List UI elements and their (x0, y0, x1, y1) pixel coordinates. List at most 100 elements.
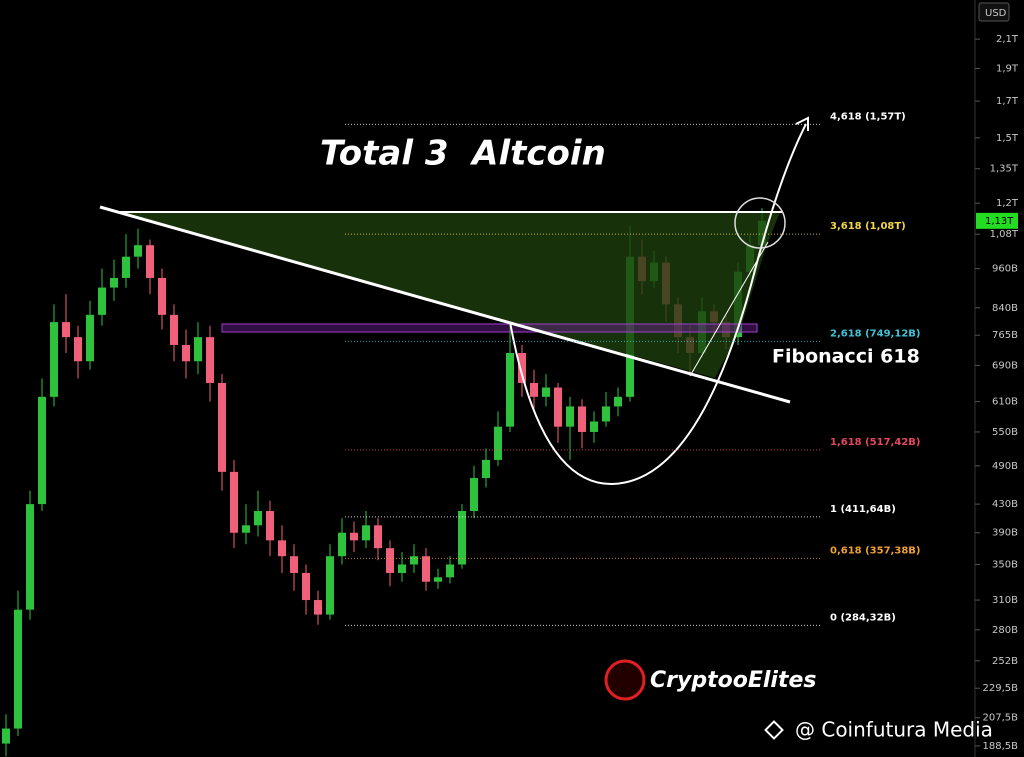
candle-body (290, 556, 298, 573)
y-tick-label: 1,9T (996, 63, 1019, 74)
watermark-icon (764, 720, 784, 740)
y-tick-label: 430B (992, 499, 1018, 510)
candle-body (230, 471, 238, 533)
candle-body (530, 382, 538, 397)
candle-body (122, 256, 130, 278)
candle-body (578, 406, 586, 432)
candle-body (278, 540, 286, 557)
support-line (689, 241, 769, 377)
candle-body (50, 322, 58, 397)
y-tick-label: 1,08T (990, 229, 1019, 240)
highlight-circle (734, 197, 786, 249)
y-tick-label: 610B (992, 397, 1018, 408)
candle-body (98, 287, 106, 315)
arrow-head (795, 116, 809, 131)
candle-body (266, 511, 274, 541)
logo-icon (604, 659, 646, 701)
candle-body (218, 382, 226, 472)
candle-body (242, 525, 250, 533)
candle-body (458, 511, 466, 565)
y-tick-label: 390B (992, 528, 1018, 539)
y-tick-label: 2,1T (996, 34, 1019, 45)
candle-body (62, 322, 70, 338)
candle-body (470, 478, 478, 512)
candle-body (398, 564, 406, 573)
fib-label: 3,618 (1,08T) (830, 221, 906, 232)
y-tick-label: 252B (992, 656, 1018, 667)
candle-body (14, 609, 22, 729)
logo-text: CryptooElites (650, 668, 816, 693)
candle-body (554, 387, 562, 427)
y-tick-label: 207,5B (983, 713, 1019, 724)
y-tick-label: 550B (992, 427, 1018, 438)
y-tick-label: 1,5T (996, 133, 1019, 144)
candle-body (410, 556, 418, 565)
candle-body (542, 387, 550, 397)
candle-body (386, 548, 394, 573)
candle-body (350, 532, 358, 541)
candles (2, 208, 766, 757)
fib-label: 0 (284,32B) (830, 612, 896, 623)
triangle-zone (120, 212, 780, 378)
trend-line (99, 205, 791, 404)
candle-body (314, 600, 322, 615)
candle-body (518, 352, 526, 383)
last-price-tag (976, 212, 1018, 229)
candle-body (86, 314, 94, 362)
candle-body (566, 406, 574, 427)
y-tick-label: 1,2T (996, 198, 1019, 209)
candle-body (38, 396, 46, 505)
candle-body (206, 337, 214, 383)
candle-body (602, 406, 610, 422)
candle-body (434, 577, 442, 582)
chart-title: Total 3 Altcoin (320, 134, 606, 174)
candle-body (74, 337, 82, 362)
candle-body (158, 277, 166, 315)
currency-label: USD (985, 8, 1007, 19)
candle-body (26, 504, 34, 610)
candle-body (2, 728, 10, 744)
y-tick-label: 490B (992, 461, 1018, 472)
candle-body (110, 277, 118, 288)
candle-body (506, 352, 514, 427)
candle-body (374, 525, 382, 549)
candle-body (494, 426, 502, 460)
candle-body (194, 337, 202, 362)
fib-label: 4,618 (1,57T) (830, 111, 906, 122)
candle-body (146, 245, 154, 278)
y-tick-label: 960B (992, 264, 1018, 275)
candle-body (302, 572, 310, 601)
fib-label: 1 (411,64B) (830, 504, 896, 515)
fib-label: 2,618 (749,12B) (830, 328, 920, 339)
candle-body (170, 314, 178, 345)
candle-body (590, 421, 598, 432)
fib-label: 1,618 (517,42B) (830, 437, 920, 448)
candle-body (326, 556, 334, 615)
candle-body (338, 532, 346, 557)
y-tick-label: 840B (992, 303, 1018, 314)
fib-label: 0,618 (357,38B) (830, 545, 920, 556)
candle-body (446, 564, 454, 578)
candle-body (614, 396, 622, 407)
candle-body (422, 556, 430, 582)
candle-body (134, 245, 142, 257)
y-tick-label: 229,5B (983, 683, 1019, 694)
last-price-label: 1,13T (985, 216, 1014, 227)
y-tick-label: 765B (992, 330, 1018, 341)
candle-body (482, 459, 490, 479)
candle-body (362, 525, 370, 541)
candle-body (254, 511, 262, 526)
y-tick-label: 690B (992, 360, 1018, 371)
cup-curve (509, 123, 807, 486)
y-tick-label: 350B (992, 559, 1018, 570)
candle-body (182, 344, 190, 362)
y-tick-label: 1,7T (996, 96, 1019, 107)
y-tick-label: 188,5B (983, 741, 1019, 752)
currency-box (978, 2, 1010, 22)
y-tick-label: 1,35T (990, 164, 1019, 175)
y-tick-label: 280B (992, 625, 1018, 636)
resistance-zone (221, 323, 758, 333)
watermark: @ Coinfutura Media (795, 718, 993, 742)
y-tick-label: 310B (992, 595, 1018, 606)
